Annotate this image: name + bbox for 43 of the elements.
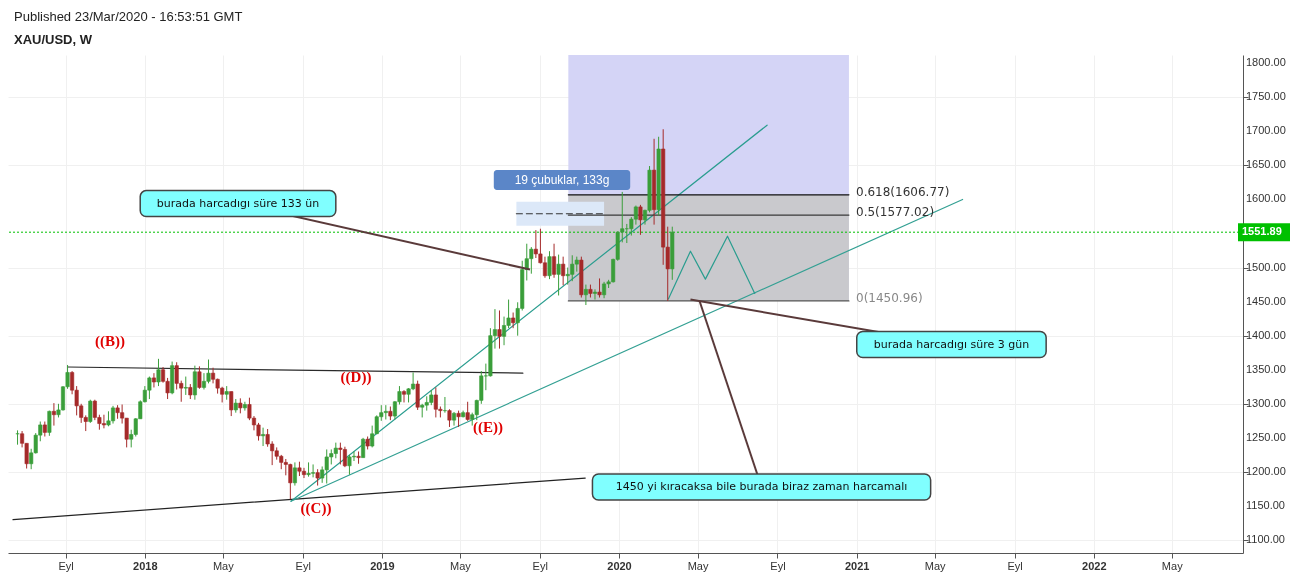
- y-tick-label: 1700.00: [1246, 124, 1286, 137]
- x-tick-label: May: [1161, 559, 1184, 572]
- y-tick-label: 1650.00: [1246, 158, 1286, 171]
- annotation: 1450 yi kıracaksa bile burada biraz zaman harcamalı: [615, 479, 908, 493]
- annotation: burada harcadıgı süre 133 ün: [156, 196, 320, 210]
- y-tick-label: 1800.00: [1246, 56, 1286, 69]
- x-tick-label: 2022: [1082, 559, 1107, 572]
- y-tick-label: 1100.00: [1246, 533, 1285, 546]
- y-tick-label: 1750.00: [1246, 90, 1286, 103]
- chart-title: XAU/USD, W: [14, 32, 92, 47]
- y-tick-label: 1500.00: [1246, 260, 1286, 273]
- x-tick-label: May: [449, 559, 472, 572]
- annotation: burada harcadıgı süre 3 gün: [873, 337, 1030, 351]
- x-tick-label: Eyl: [532, 559, 548, 572]
- y-tick-label: 1150.00: [1246, 498, 1285, 511]
- y-tick-label: 1350.00: [1246, 362, 1286, 375]
- annotation: ((B)): [95, 333, 125, 350]
- y-tick-label: 1300.00: [1246, 396, 1286, 409]
- annotation: ((D)): [340, 369, 372, 386]
- x-tick-label: May: [212, 559, 235, 572]
- x-tick-label: 2018: [133, 559, 158, 572]
- y-tick-label: 1600.00: [1246, 192, 1286, 205]
- x-tick-label: Eyl: [1007, 559, 1023, 572]
- y-tick-label: 1200.00: [1246, 464, 1286, 477]
- y-tick-label: 1250.00: [1246, 430, 1286, 443]
- y-tick-label: 1450.00: [1246, 294, 1286, 307]
- annotation: 0.618(1606.77): [856, 185, 950, 199]
- chart-subtitle: Published 23/Mar/2020 - 16:53:51 GMT: [14, 9, 243, 24]
- annotation: 0(1450.96): [856, 291, 923, 305]
- x-tick-label: May: [924, 559, 947, 572]
- annotation: ((E)): [473, 419, 503, 436]
- x-tick-label: May: [687, 559, 709, 572]
- x-tick-label: 2021: [844, 559, 870, 572]
- y-tick-label: 1400.00: [1246, 328, 1286, 341]
- annotation: ((C)): [300, 500, 332, 517]
- x-tick-label: 2019: [370, 559, 395, 572]
- x-tick-label: Eyl: [295, 559, 311, 572]
- x-tick-label: Eyl: [58, 559, 74, 572]
- x-tick-label: 2020: [607, 559, 632, 572]
- annotation: 0.5(1577.02): [856, 205, 935, 219]
- ref-line-label: 1551.89: [1242, 225, 1282, 238]
- x-tick-label: Eyl: [770, 559, 786, 572]
- annotation: 19 çubuklar, 133g: [514, 173, 610, 187]
